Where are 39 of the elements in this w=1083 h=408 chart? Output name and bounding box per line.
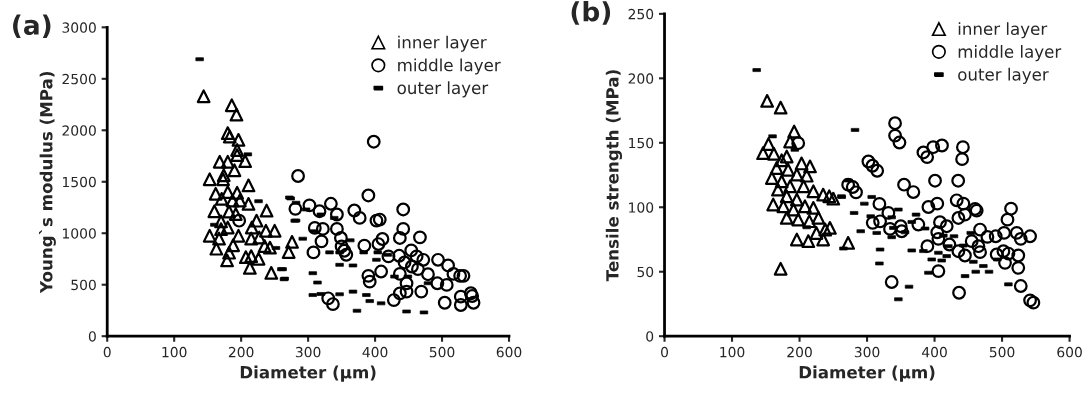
y-tick-label: 0: [88, 331, 96, 342]
x-tick-label: 600: [1057, 346, 1082, 358]
legend-label: inner layer: [398, 35, 487, 52]
x-tick-label: 500: [429, 346, 455, 358]
y-tick-label: 200: [628, 73, 654, 84]
x-tick-label: 500: [989, 346, 1015, 358]
x-tick-label: 200: [787, 346, 812, 358]
legend-label: inner layer: [958, 22, 1048, 39]
y-tick-label: 50: [637, 266, 654, 278]
y-tick-label: 1500: [62, 176, 96, 188]
x-tick-label: 400: [921, 346, 947, 358]
x-tick-label: 100: [720, 346, 745, 358]
y-tick-label: 500: [71, 279, 96, 291]
x-axis-title: Diameter (µm): [799, 365, 935, 382]
x-axis-title: Diameter (µm): [240, 365, 376, 382]
x-tick-label: 200: [228, 346, 254, 358]
chart-title: (a): [13, 14, 51, 39]
x-tick-label: 400: [362, 346, 388, 358]
y-tick-label: 3000: [62, 22, 96, 33]
y-tick-label: 0: [646, 331, 654, 342]
y-axis-title: Young`s modulus (MPa): [38, 71, 56, 294]
legend-label: middle layer: [958, 45, 1062, 62]
x-tick-label: 0: [103, 346, 111, 358]
y-tick-label: 250: [628, 8, 654, 20]
y-tick-label: 2000: [62, 125, 96, 136]
chart-title: (b): [571, 1, 611, 25]
x-tick-label: 300: [854, 346, 880, 358]
y-tick-label: 1000: [62, 228, 96, 239]
x-tick-label: 100: [162, 346, 187, 358]
x-tick-label: 300: [295, 346, 321, 358]
legend-label: outer layer: [958, 67, 1049, 84]
x-tick-label: 600: [496, 346, 522, 358]
legend-label: middle layer: [398, 58, 501, 75]
y-tick-label: 100: [629, 202, 654, 213]
y-tick-label: 2500: [62, 73, 96, 85]
legend-label: outer layer: [397, 81, 489, 98]
y-tick-label: 150: [629, 137, 654, 149]
x-tick-label: 0: [661, 346, 669, 358]
y-axis-title: Tensile strength (MPa): [605, 70, 623, 282]
